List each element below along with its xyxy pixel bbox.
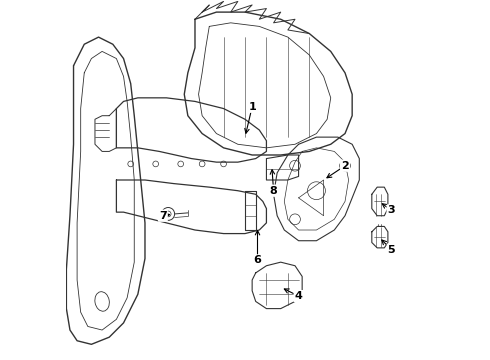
Text: 6: 6 bbox=[253, 255, 262, 265]
Text: 7: 7 bbox=[159, 211, 167, 221]
Text: 4: 4 bbox=[294, 291, 302, 301]
Text: 5: 5 bbox=[388, 245, 395, 255]
Text: 8: 8 bbox=[270, 186, 277, 196]
Text: 2: 2 bbox=[341, 161, 349, 171]
Text: 1: 1 bbox=[248, 102, 256, 112]
Text: 3: 3 bbox=[388, 205, 395, 215]
